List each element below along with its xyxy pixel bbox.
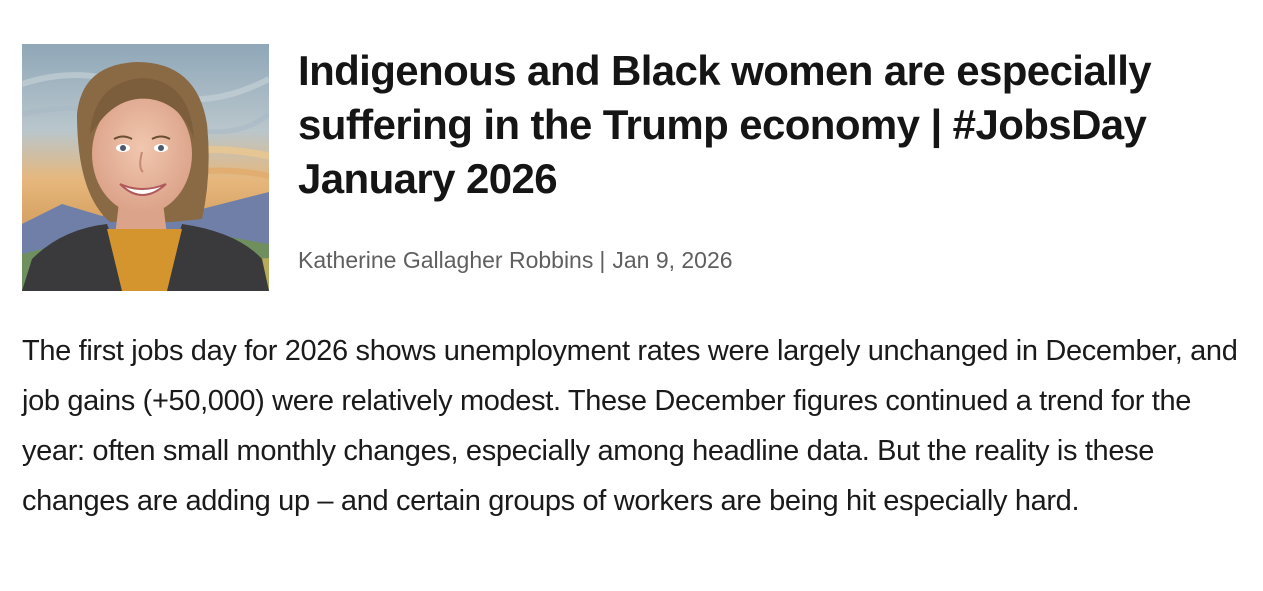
article-header: Indigenous and Black women are especiall… (22, 44, 1242, 291)
author-photo[interactable] (22, 44, 269, 291)
author-portrait-icon (22, 44, 269, 291)
byline: Katherine Gallagher Robbins | Jan 9, 2026 (298, 244, 733, 276)
article-lede: The first jobs day for 2026 shows unempl… (22, 335, 1238, 517)
byline-separator: | (599, 247, 606, 273)
author-name[interactable]: Katherine Gallagher Robbins (298, 247, 594, 273)
article-title[interactable]: Indigenous and Black women are especiall… (298, 47, 1152, 202)
publish-date: Jan 9, 2026 (612, 247, 733, 273)
